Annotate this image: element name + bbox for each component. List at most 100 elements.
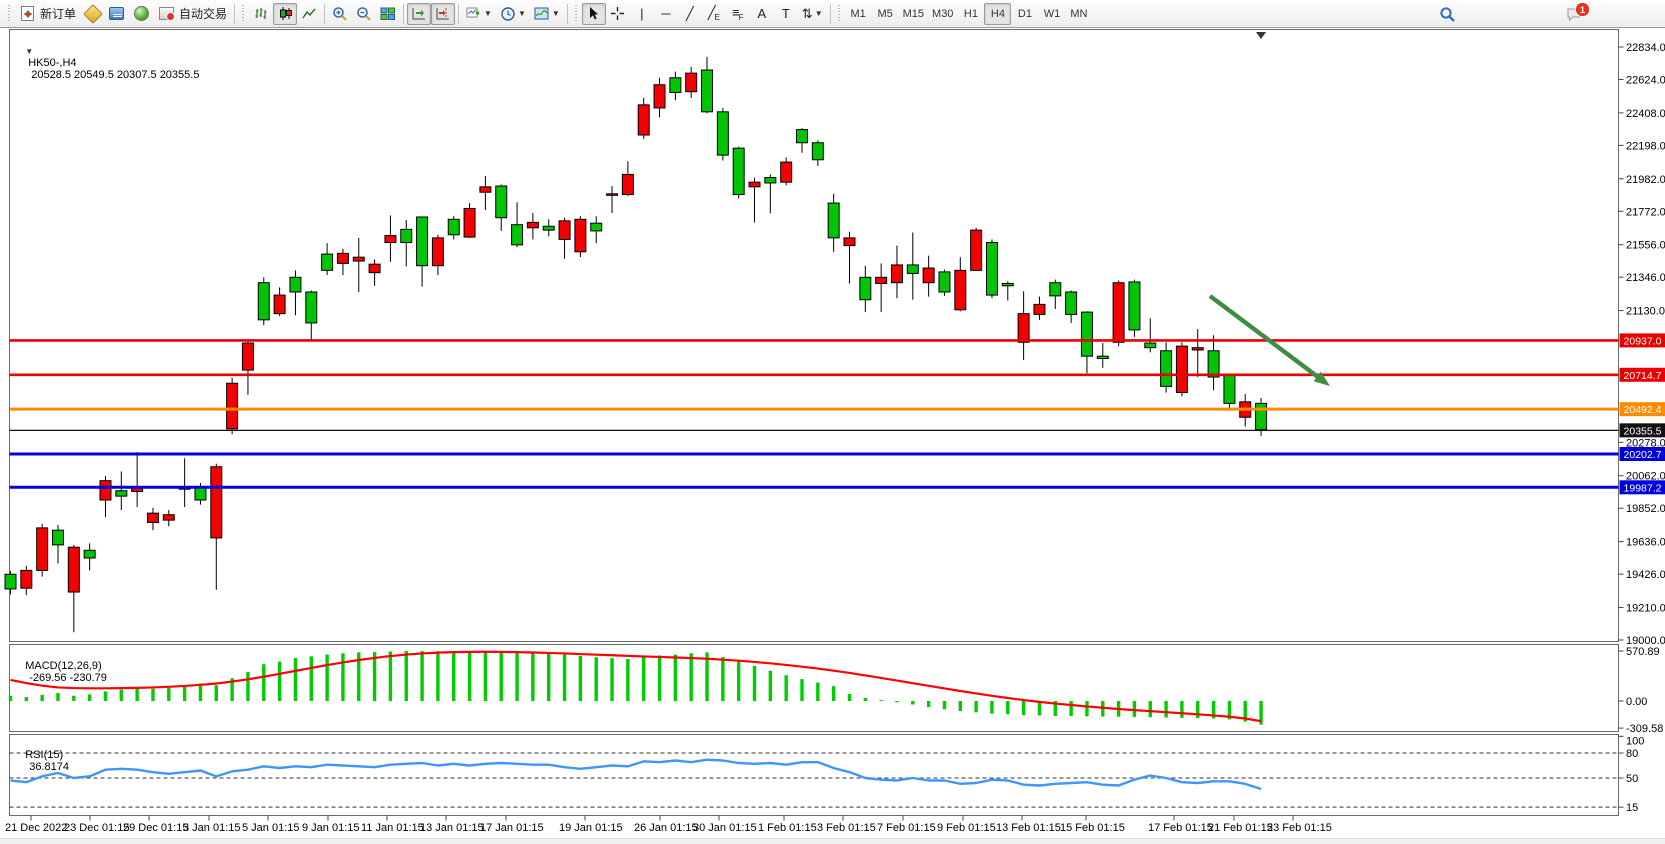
macd-histogram-bar[interactable] bbox=[467, 651, 472, 701]
cursor-tool-button[interactable] bbox=[581, 2, 606, 25]
candle-body[interactable] bbox=[162, 514, 175, 521]
macd-histogram-bar[interactable] bbox=[182, 686, 187, 701]
candle-body[interactable] bbox=[1049, 282, 1062, 297]
macd-histogram-bar[interactable] bbox=[135, 687, 139, 701]
time-axis-label[interactable]: 3 Feb 01:15 bbox=[817, 822, 876, 834]
candle-body[interactable] bbox=[336, 252, 349, 264]
macd-histogram-bar[interactable] bbox=[388, 651, 393, 701]
candle-body[interactable] bbox=[1112, 282, 1125, 343]
candle-body[interactable] bbox=[194, 487, 207, 501]
candle-body[interactable] bbox=[4, 573, 17, 590]
candle-body[interactable] bbox=[210, 466, 223, 539]
market-watch-button[interactable] bbox=[80, 3, 104, 25]
macd-histogram-bar[interactable] bbox=[1227, 701, 1232, 720]
macd-histogram-bar[interactable] bbox=[942, 701, 947, 710]
macd-histogram-bar[interactable] bbox=[357, 652, 361, 701]
macd-histogram-bar[interactable] bbox=[642, 657, 646, 701]
macd-signal-line[interactable] bbox=[10, 650, 1262, 723]
bar-chart-button[interactable] bbox=[249, 3, 273, 25]
zoom-out-button[interactable] bbox=[352, 3, 376, 25]
arrows-tool-button[interactable]: ⇅ ▼ bbox=[801, 5, 823, 21]
macd-histogram-bar[interactable] bbox=[974, 701, 978, 713]
macd-histogram-bar[interactable] bbox=[895, 701, 899, 703]
timeframe-w1-button[interactable]: W1 bbox=[1043, 7, 1061, 20]
macd-histogram-bar[interactable] bbox=[40, 694, 44, 701]
macd-histogram-bar[interactable] bbox=[863, 697, 868, 701]
line-chart-button[interactable] bbox=[297, 3, 321, 25]
data-window-button[interactable] bbox=[104, 3, 129, 25]
candle-body[interactable] bbox=[906, 264, 919, 274]
macd-histogram-bar[interactable] bbox=[610, 658, 614, 701]
candle-body[interactable] bbox=[368, 263, 381, 274]
candle-body[interactable] bbox=[115, 490, 128, 497]
macd-histogram-bar[interactable] bbox=[926, 701, 931, 708]
time-axis-label[interactable]: 11 Jan 01:15 bbox=[361, 822, 424, 834]
time-axis-label[interactable]: 15 Feb 01:15 bbox=[1060, 822, 1125, 834]
macd-histogram-bar[interactable] bbox=[198, 683, 203, 701]
candle-body[interactable] bbox=[637, 104, 650, 136]
candle-body[interactable] bbox=[716, 111, 729, 156]
macd-histogram-bar[interactable] bbox=[1085, 701, 1089, 717]
auto-scroll-button[interactable] bbox=[407, 2, 432, 25]
candle-body[interactable] bbox=[890, 264, 903, 284]
timeframe-m30-button[interactable]: M30 bbox=[932, 7, 954, 20]
time-axis-label[interactable]: 23 Feb 01:15 bbox=[1267, 822, 1332, 834]
vertical-line-tool-button[interactable]: | bbox=[630, 3, 654, 25]
macd-histogram-bar[interactable] bbox=[831, 686, 836, 701]
candlestick-chart-button[interactable] bbox=[273, 2, 298, 25]
macd-histogram-bar[interactable] bbox=[1037, 701, 1042, 716]
rsi-line[interactable] bbox=[10, 758, 1262, 791]
candle-body[interactable] bbox=[51, 529, 64, 546]
macd-histogram-bar[interactable] bbox=[1164, 701, 1168, 718]
trend-arrow[interactable] bbox=[1208, 294, 1324, 382]
macd-histogram-bar[interactable] bbox=[531, 653, 535, 701]
candle-body[interactable] bbox=[1144, 342, 1157, 349]
candle-body[interactable] bbox=[748, 181, 761, 188]
candle-body[interactable] bbox=[590, 222, 603, 232]
macd-histogram-bar[interactable] bbox=[56, 693, 60, 701]
candle-body[interactable] bbox=[574, 218, 587, 253]
candle-body[interactable] bbox=[970, 229, 983, 271]
candle-body[interactable] bbox=[827, 202, 840, 239]
timeframe-m15-button[interactable]: M15 bbox=[902, 7, 925, 20]
candle-body[interactable] bbox=[1223, 374, 1236, 404]
macd-histogram-bar[interactable] bbox=[436, 651, 440, 701]
macd-histogram-bar[interactable] bbox=[562, 654, 567, 701]
macd-histogram-bar[interactable] bbox=[87, 694, 92, 701]
macd-histogram-bar[interactable] bbox=[72, 695, 76, 701]
time-axis-label[interactable]: 21 Feb 01:15 bbox=[1208, 822, 1273, 834]
candle-body[interactable] bbox=[621, 173, 634, 196]
candle-body[interactable] bbox=[875, 276, 888, 284]
macd-histogram-bar[interactable] bbox=[262, 664, 266, 701]
macd-histogram-bar[interactable] bbox=[800, 679, 804, 701]
time-axis-label[interactable]: 13 Feb 01:15 bbox=[996, 822, 1061, 834]
macd-histogram-bar[interactable] bbox=[784, 675, 788, 701]
candle-body[interactable] bbox=[36, 527, 49, 571]
candle-body[interactable] bbox=[305, 291, 318, 324]
chart-shift-marker[interactable] bbox=[1256, 32, 1266, 39]
macd-histogram-bar[interactable] bbox=[768, 670, 773, 701]
candle-body[interactable] bbox=[321, 253, 334, 271]
indicators-button[interactable]: ▼ bbox=[462, 3, 496, 25]
candle-body[interactable] bbox=[1033, 303, 1046, 315]
candle-body[interactable] bbox=[701, 69, 714, 113]
candle-body[interactable] bbox=[764, 177, 777, 184]
candle-body[interactable] bbox=[542, 225, 555, 231]
macd-histogram-bar[interactable] bbox=[879, 700, 883, 702]
candle-body[interactable] bbox=[511, 224, 524, 246]
candle-body[interactable] bbox=[954, 269, 967, 311]
macd-histogram-bar[interactable] bbox=[594, 657, 598, 701]
candle-body[interactable] bbox=[146, 512, 159, 523]
time-axis-label[interactable]: 5 Jan 01:15 bbox=[242, 822, 300, 834]
candle-body[interactable] bbox=[780, 161, 793, 183]
collapse-icon[interactable]: ▼ bbox=[25, 47, 34, 56]
macd-histogram-bar[interactable] bbox=[1021, 701, 1026, 716]
macd-histogram-bar[interactable] bbox=[990, 701, 994, 714]
candle-body[interactable] bbox=[1175, 345, 1188, 394]
candle-body[interactable] bbox=[226, 382, 239, 430]
candle-body[interactable] bbox=[1160, 350, 1173, 387]
macd-histogram-bar[interactable] bbox=[372, 651, 377, 701]
macd-histogram-bar[interactable] bbox=[309, 656, 313, 701]
candle-body[interactable] bbox=[20, 569, 33, 589]
macd-histogram-bar[interactable] bbox=[452, 651, 456, 701]
